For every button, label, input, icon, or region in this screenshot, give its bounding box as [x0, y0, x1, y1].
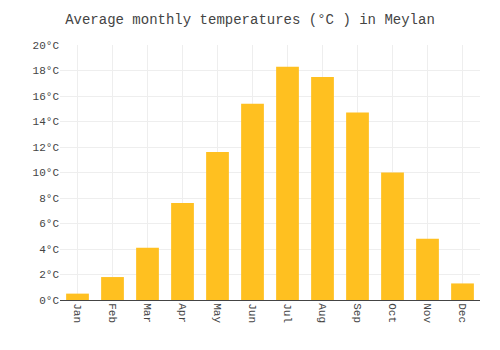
- svg-text:Jun: Jun: [246, 303, 258, 323]
- svg-text:0°C: 0°C: [39, 295, 59, 307]
- svg-text:Jul: Jul: [281, 303, 293, 323]
- svg-text:Average monthly temperatures (: Average monthly temperatures (°C ) in Me…: [65, 12, 435, 28]
- svg-text:Dec: Dec: [456, 303, 468, 323]
- svg-text:6°C: 6°C: [39, 218, 59, 230]
- svg-text:May: May: [211, 303, 223, 323]
- svg-text:2°C: 2°C: [39, 269, 59, 281]
- svg-text:Sep: Sep: [351, 303, 363, 323]
- svg-text:14°C: 14°C: [33, 116, 60, 128]
- svg-text:Apr: Apr: [176, 303, 188, 323]
- svg-text:8°C: 8°C: [39, 193, 59, 205]
- svg-text:Oct: Oct: [386, 303, 398, 323]
- svg-text:Feb: Feb: [106, 303, 118, 323]
- svg-text:18°C: 18°C: [33, 65, 60, 77]
- svg-text:Mar: Mar: [141, 303, 153, 323]
- svg-text:Aug: Aug: [316, 303, 328, 323]
- svg-text:12°C: 12°C: [33, 142, 60, 154]
- svg-text:20°C: 20°C: [33, 40, 60, 52]
- svg-text:4°C: 4°C: [39, 244, 59, 256]
- svg-text:10°C: 10°C: [33, 167, 60, 179]
- svg-text:Nov: Nov: [421, 303, 433, 323]
- svg-text:Jan: Jan: [71, 303, 83, 323]
- svg-text:16°C: 16°C: [33, 91, 60, 103]
